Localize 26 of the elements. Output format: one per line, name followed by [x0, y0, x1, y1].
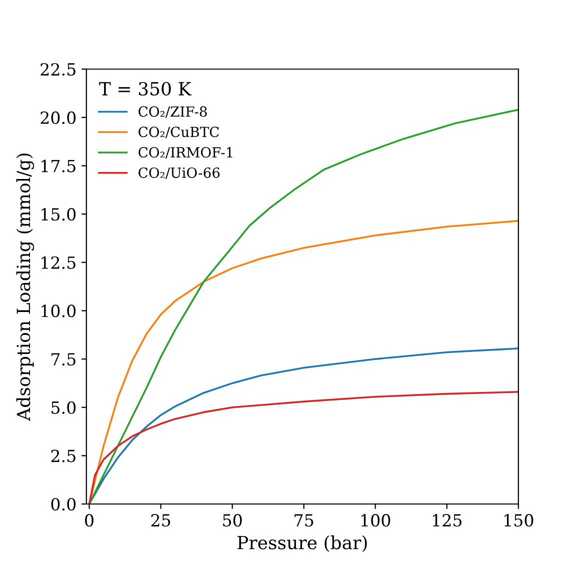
- y-tick-label: 5.0: [52, 401, 76, 414]
- x-tick-label: 75: [294, 514, 314, 527]
- y-tick-label: 15.0: [42, 208, 76, 221]
- legend-label: CO₂/UiO-66: [138, 167, 220, 180]
- x-tick-label: 125: [433, 514, 462, 527]
- y-tick-label: 10.0: [42, 304, 76, 318]
- x-tick-label: 0: [85, 514, 94, 527]
- y-tick-label: 12.5: [42, 256, 76, 269]
- legend-label: CO₂/ZIF-8: [138, 106, 207, 118]
- y-tick-label: 22.5: [40, 63, 76, 76]
- legend-label: CO₂/IRMOF-1: [138, 147, 232, 159]
- x-tick-label: 150: [504, 514, 534, 527]
- legend-title: T = 350 K: [99, 82, 192, 96]
- y-tick-label: 17.5: [42, 160, 76, 172]
- line-series: [88, 348, 518, 504]
- x-axis-title: Pressure (bar): [238, 535, 367, 552]
- legend-label: CO₂/CuBTC: [138, 126, 219, 138]
- y-tick-label: 20.0: [40, 111, 76, 124]
- line-series: [88, 390, 518, 504]
- y-axis-title: Adsorption Loading (mmol/g): [16, 154, 34, 422]
- y-tick-label: 2.5: [51, 450, 76, 462]
- x-tick-label: 100: [361, 514, 390, 527]
- x-tick-label: 25: [151, 514, 170, 527]
- y-tick-label: 7.5: [52, 353, 76, 366]
- x-tick-label: 50: [223, 514, 242, 527]
- y-tick-label: 0.0: [51, 498, 76, 511]
